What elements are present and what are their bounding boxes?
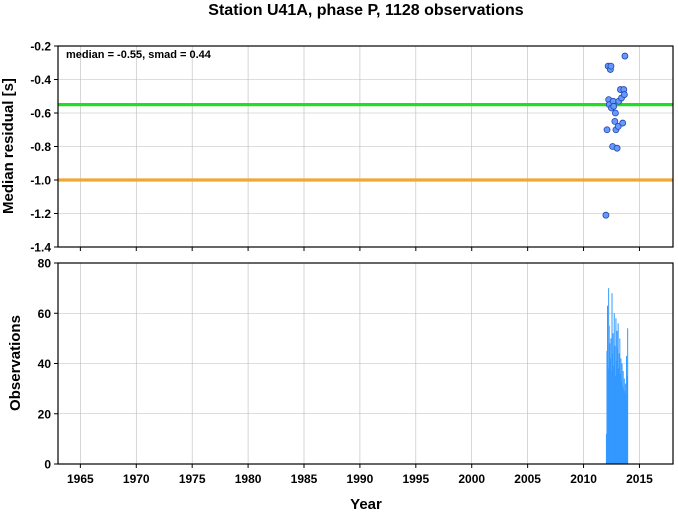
scatter-point: [612, 109, 619, 117]
y-tick-label: -0.4: [30, 73, 51, 87]
histogram-bar: [612, 353, 614, 464]
histogram-bar: [612, 333, 614, 464]
residual-reference-lines: [58, 103, 673, 182]
histogram-bar: [623, 388, 625, 464]
x-tick-label: 2000: [458, 472, 485, 486]
x-tick-label: 1975: [179, 472, 206, 486]
histogram-bar: [609, 343, 611, 464]
residual-y-axis-label: Median residual [s]: [0, 78, 17, 214]
histogram-bar: [610, 371, 612, 464]
x-tick-label: 1990: [347, 472, 374, 486]
y-tick-label: 20: [38, 407, 52, 421]
histogram-bar: [622, 386, 624, 464]
histogram-bar: [614, 345, 616, 464]
histogram-bar: [620, 358, 622, 464]
histogram-bar: [624, 383, 626, 464]
x-tick-label: 2005: [514, 472, 541, 486]
scatter-point: [620, 91, 628, 98]
histogram-bar: [614, 376, 616, 464]
residual-y-ticks: -1.4 -1.2 -1.0 -0.8 -0.6 -0.4 -0.2: [30, 40, 58, 255]
histogram-bar: [627, 328, 629, 464]
histogram-bar: [615, 318, 617, 464]
x-tick-label: 2015: [626, 472, 653, 486]
residual-panel: -1.4 -1.2 -1.0 -0.8 -0.6 -0.4 -0.2 median = -0…: [0, 40, 674, 255]
histogram-bar: [607, 368, 609, 464]
scatter-point: [613, 144, 621, 152]
observations-y-axis-label: Observations: [7, 315, 24, 411]
y-tick-label: -1.4: [30, 241, 51, 255]
histogram-bar: [613, 366, 615, 464]
x-tick-label: 1965: [67, 472, 94, 486]
observations-bars: [605, 288, 629, 464]
x-axis-label: Year: [350, 496, 382, 511]
y-tick-label: -0.6: [30, 107, 51, 121]
histogram-bar: [626, 376, 628, 464]
histogram-bar: [605, 433, 607, 464]
x-tick-label: 1980: [235, 472, 262, 486]
histogram-bar: [625, 393, 627, 464]
scatter-point: [610, 102, 618, 110]
observations-panel: 0 20 40 60 80 1965 1970 1975 1980 1985 1990 1995 20…: [7, 247, 674, 513]
histogram-bar: [619, 338, 621, 464]
histogram-bar: [618, 368, 620, 464]
histogram-bar: [622, 371, 624, 464]
scatter-point: [611, 117, 619, 125]
histogram-bar: [607, 305, 609, 464]
chart-title: Station U41A, phase P, 1128 observations: [208, 2, 523, 19]
scatter-point: [607, 62, 615, 70]
histogram-bar: [621, 381, 623, 464]
histogram-bar: [616, 330, 618, 464]
histogram-bar: [613, 313, 615, 464]
histogram-bar: [621, 363, 623, 464]
histogram-bar: [617, 348, 619, 464]
histogram-bar: [608, 325, 610, 464]
histogram-bar: [623, 378, 625, 464]
residual-annotation: median = -0.55, smad = 0.44: [66, 49, 212, 61]
y-tick-label: -0.8: [30, 140, 51, 154]
histogram-bar: [626, 355, 628, 464]
histogram-bar: [610, 338, 612, 464]
residual-points: [602, 52, 629, 219]
observations-x-ticks: 1965 1970 1975 1980 1985 1990 1995 2000 2005 2010…: [67, 247, 653, 486]
x-tick-label: 1995: [402, 472, 429, 486]
x-tick-label: 1970: [123, 472, 150, 486]
x-tick-label: 2010: [570, 472, 597, 486]
scatter-point: [603, 126, 611, 134]
x-tick-label: 1985: [291, 472, 318, 486]
histogram-bar: [606, 350, 608, 464]
histogram-bar: [619, 373, 621, 464]
histogram-bar: [624, 391, 626, 464]
y-tick-label: 40: [38, 357, 52, 371]
y-tick-label: 80: [38, 257, 52, 271]
y-tick-label: -0.2: [30, 40, 51, 54]
scatter-point: [614, 123, 622, 130]
y-tick-label: 60: [38, 307, 52, 321]
histogram-bar: [615, 360, 617, 464]
y-tick-label: -1.0: [30, 174, 51, 188]
scatter-point: [621, 52, 629, 60]
histogram-bar: [609, 358, 611, 464]
y-tick-label: 0: [44, 458, 51, 472]
scatter-point: [619, 119, 627, 127]
observations-y-ticks: 0 20 40 60 80: [38, 257, 58, 472]
histogram-bar: [617, 323, 619, 464]
histogram-bar: [611, 293, 613, 464]
scatter-point: [602, 211, 610, 219]
histogram-bar: [608, 288, 610, 464]
y-tick-label: -1.2: [30, 207, 51, 221]
histogram-bar: [618, 353, 620, 464]
